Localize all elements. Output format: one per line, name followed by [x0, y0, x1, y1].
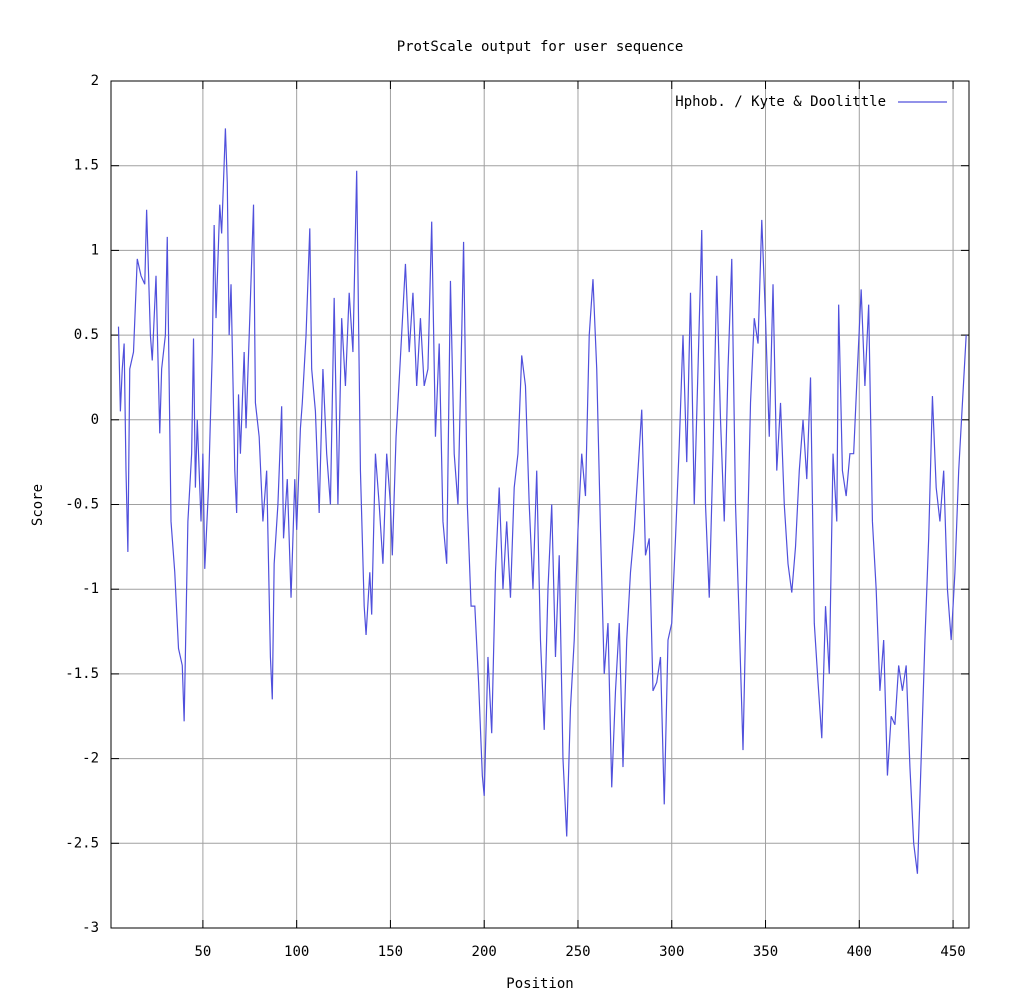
y-tick-label: -3	[82, 920, 99, 936]
x-tick-label: 50	[194, 944, 211, 960]
y-tick-label: -0.5	[65, 497, 99, 513]
y-tick-label: -1.5	[65, 666, 99, 682]
y-axis-label: Score	[30, 484, 46, 526]
y-tick-label: 2	[91, 73, 99, 89]
y-tick-label: 1.5	[74, 158, 99, 174]
y-tick-label: -2.5	[65, 835, 99, 851]
x-tick-label: 200	[472, 944, 497, 960]
y-tick-label: 0.5	[74, 327, 99, 343]
plot-border	[110, 80, 970, 929]
x-tick-label: 150	[378, 944, 403, 960]
legend-label: Hphob. / Kyte & Doolittle	[675, 94, 886, 110]
x-tick-label: 300	[659, 944, 684, 960]
x-tick-label: 250	[565, 944, 590, 960]
x-tick-label: 450	[940, 944, 965, 960]
x-tick-label: 100	[284, 944, 309, 960]
x-tick-label: 350	[753, 944, 778, 960]
y-tick-label: 0	[91, 412, 99, 428]
x-tick-label: 400	[847, 944, 872, 960]
chart-title: ProtScale output for user sequence	[397, 39, 684, 55]
y-tick-label: -1	[82, 581, 99, 597]
data-line	[117, 128, 967, 874]
y-tick-label: -2	[82, 751, 99, 767]
x-axis-label: Position	[506, 976, 573, 992]
y-tick-label: 1	[91, 242, 99, 258]
